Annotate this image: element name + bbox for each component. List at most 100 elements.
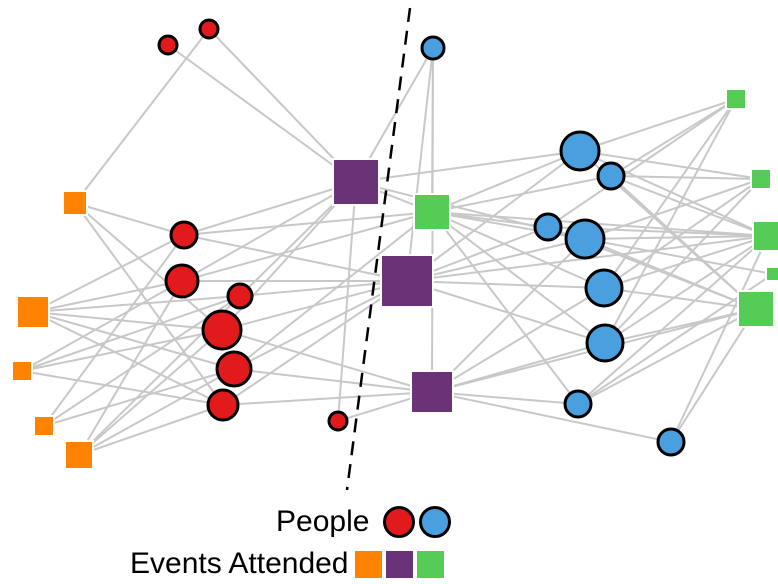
edge-p1-b2	[355, 150, 581, 183]
person-node-red-r5	[226, 282, 254, 310]
edge-b7-g4	[604, 235, 769, 344]
edge-r7-o2	[32, 311, 235, 370]
event-node-green-g2	[725, 88, 747, 110]
edge-g1-b8	[431, 211, 579, 405]
edge-r8-o1	[74, 202, 224, 406]
person-node-red-r6	[201, 309, 243, 351]
edge-o4-r3	[43, 234, 185, 427]
person-node-red-r2	[198, 18, 220, 40]
nodes-layer	[11, 18, 778, 470]
edge-r3-o1	[74, 202, 185, 236]
person-node-red-r1	[157, 34, 179, 56]
edge-b1-p2	[406, 47, 434, 282]
edge-r2-p1	[208, 28, 357, 183]
edges-layer	[21, 28, 774, 456]
community-divider-line	[345, 7, 412, 491]
edge-r8-o2	[32, 311, 224, 406]
person-node-blue-b1	[420, 35, 446, 61]
edge-r8-o3	[21, 370, 224, 406]
edge-g1-b2	[431, 150, 581, 213]
edge-r8-o5	[78, 404, 224, 456]
person-node-blue-b4	[533, 212, 563, 242]
edge-b4-g2	[547, 98, 737, 228]
edge-r4-p1	[181, 181, 357, 282]
event-node-green-g6	[737, 290, 775, 328]
edge-b8-g4	[577, 235, 769, 405]
edge-r8-p2	[222, 280, 408, 406]
edge-r2-o1	[74, 28, 210, 204]
event-node-purple-p1	[332, 158, 380, 206]
edge-o1-r6	[74, 202, 223, 331]
edge-r5-o2	[32, 295, 241, 313]
event-node-green-g5	[765, 266, 778, 282]
edge-p3-b9	[431, 391, 672, 443]
edge-o3-r5	[21, 295, 241, 372]
edge-r1-p1	[167, 44, 357, 183]
legend-people-label: People	[276, 505, 370, 538]
person-node-red-r4	[164, 263, 200, 299]
event-node-orange-o2	[16, 295, 50, 329]
edge-r5-p2	[239, 280, 408, 297]
edge-b9-g4	[670, 235, 769, 443]
edge-b5-g5	[584, 238, 774, 275]
person-node-red-r9	[327, 410, 349, 432]
person-node-blue-b3	[596, 161, 626, 191]
edge-b2-g2	[579, 98, 737, 152]
edge-r3-p1	[183, 181, 357, 236]
edge-p3-b6	[431, 287, 605, 393]
legend-events-label: Events Attended	[130, 547, 349, 580]
edge-r6-o3	[21, 329, 223, 372]
edge-b6-g4	[603, 235, 769, 289]
legend-orange-square-icon	[354, 550, 382, 578]
edge-b3-g6	[610, 175, 757, 310]
edge-r7-o4	[43, 368, 235, 427]
person-node-blue-b2	[559, 130, 601, 172]
edge-g1-b7	[431, 211, 606, 344]
event-node-orange-o3	[11, 360, 33, 382]
person-node-blue-b6	[584, 268, 624, 308]
legend-green-square-icon	[416, 550, 444, 578]
edge-r4-g1	[181, 211, 433, 282]
legend-purple-square-icon	[385, 550, 413, 578]
edge-b3-g2	[610, 98, 737, 177]
person-node-red-r8	[206, 388, 240, 422]
person-node-blue-b9	[656, 427, 686, 457]
person-node-red-r7	[215, 350, 253, 388]
edge-r3-g1	[183, 211, 433, 236]
edge-r4-o3	[21, 280, 183, 372]
edge-r6-o2	[32, 311, 223, 331]
event-node-purple-p2	[380, 254, 434, 308]
edge-b2-g3	[579, 150, 762, 180]
edge-r7-p2	[233, 280, 408, 370]
event-node-orange-o1	[62, 190, 88, 216]
event-node-green-g1	[413, 193, 451, 231]
edge-b6-g6	[603, 287, 757, 310]
edge-b3-g4	[610, 175, 769, 237]
edge-b3-g3	[610, 175, 762, 180]
edge-b6-g3	[603, 178, 762, 289]
edge-b7-g2	[604, 98, 737, 344]
legend-blue-circle-icon	[419, 506, 452, 538]
edge-p2-b7	[406, 280, 606, 344]
edge-p3-b5	[431, 238, 586, 393]
edge-r8-p3	[222, 391, 433, 406]
legend-red-circle-icon	[383, 506, 416, 538]
event-node-purple-p3	[410, 370, 454, 414]
edge-r9-p1	[337, 181, 357, 422]
edge-r6-p3	[221, 329, 433, 393]
legend-people: People	[276, 505, 452, 538]
person-node-blue-b5	[564, 218, 606, 260]
edge-r3-p2	[183, 234, 408, 282]
edge-g1-b6	[431, 211, 605, 289]
edge-r7-g1	[233, 211, 433, 370]
edge-b9-g6	[670, 308, 757, 443]
edge-p2-b6	[406, 280, 605, 289]
person-node-blue-b8	[563, 389, 593, 419]
event-node-green-g3	[750, 168, 772, 190]
person-node-red-r3	[169, 220, 199, 250]
event-node-green-g4	[752, 220, 778, 252]
event-node-orange-o4	[33, 415, 55, 437]
edge-r3-o2	[32, 234, 185, 313]
edge-b5-g3	[584, 178, 762, 240]
